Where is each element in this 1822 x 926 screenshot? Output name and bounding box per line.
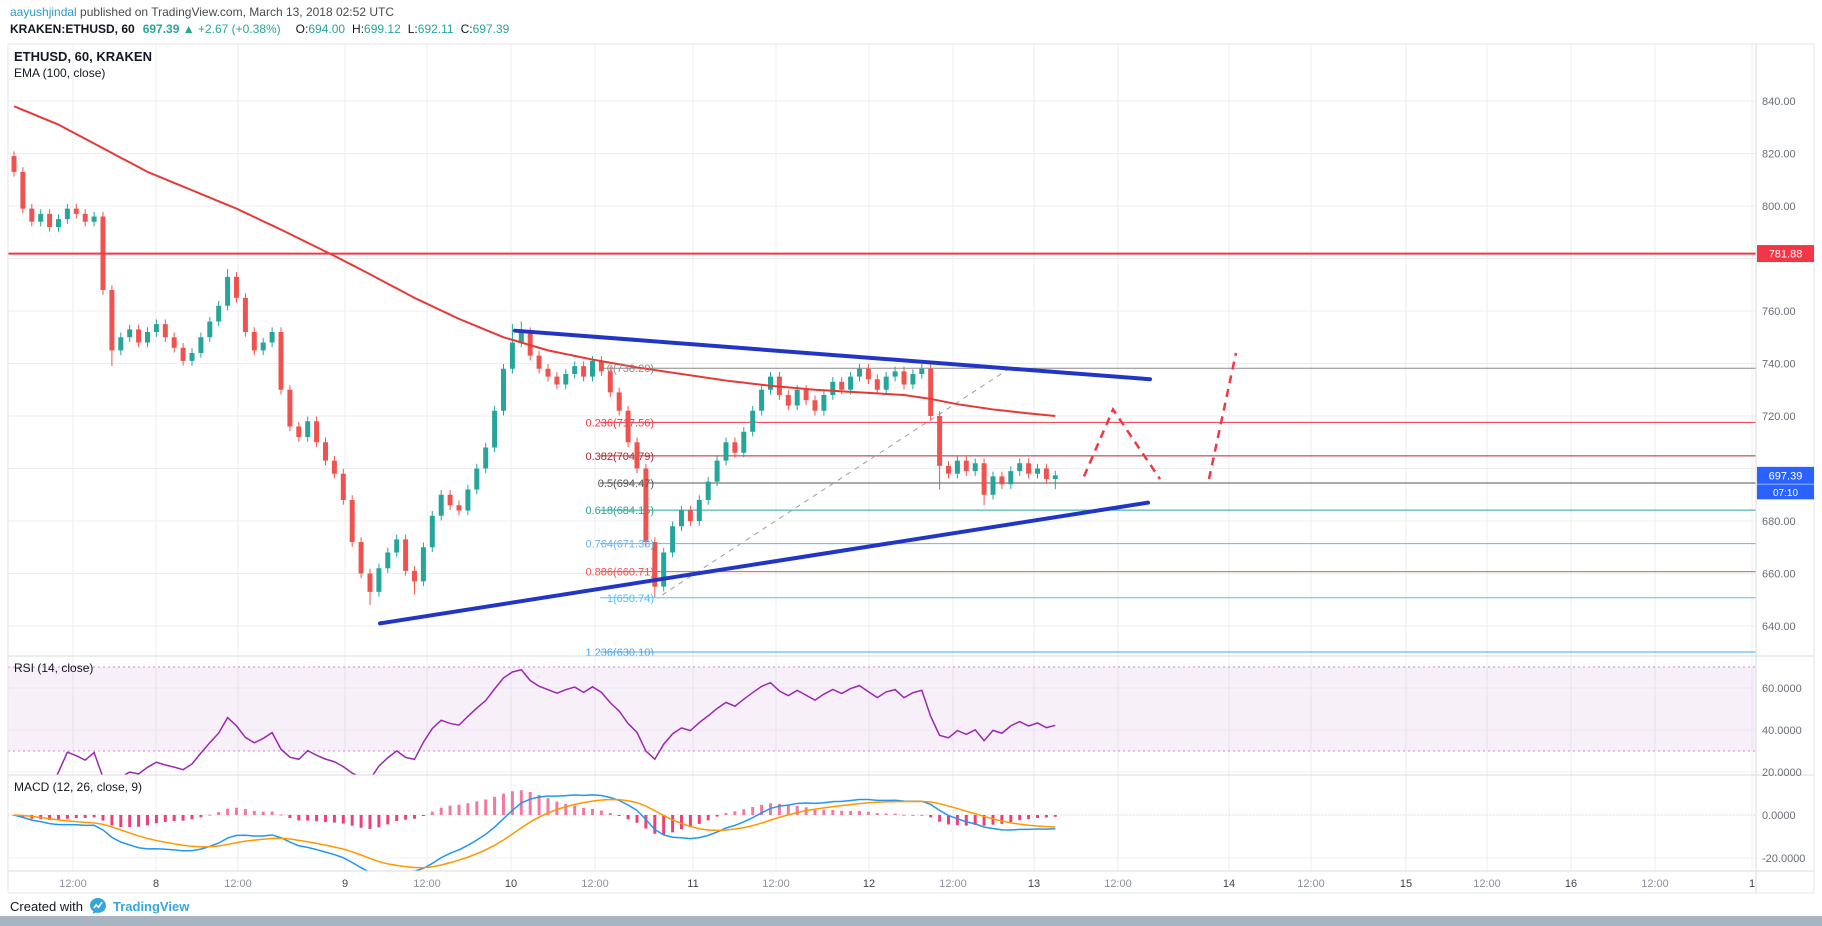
svg-text:720.00: 720.00 bbox=[1762, 411, 1796, 423]
svg-text:12:00: 12:00 bbox=[762, 878, 790, 890]
projection-arrow[interactable] bbox=[1082, 406, 1162, 480]
svg-text:640.00: 640.00 bbox=[1762, 621, 1796, 633]
svg-text:680.00: 680.00 bbox=[1762, 516, 1796, 528]
svg-text:12: 12 bbox=[863, 878, 875, 890]
fib-label: 0.5(694.47) bbox=[598, 478, 654, 490]
macd-legend[interactable]: MACD (12, 26, close, 9) bbox=[14, 780, 143, 794]
fib-label: 0(738.20) bbox=[607, 363, 654, 375]
ohlc-low: L:692.11 bbox=[407, 22, 454, 36]
svg-text:40.0000: 40.0000 bbox=[1762, 725, 1802, 737]
fib-label: 0.618(684.15) bbox=[586, 505, 655, 517]
svg-text:8: 8 bbox=[153, 878, 159, 890]
macd-line bbox=[13, 794, 1056, 871]
symbol-header: KRAKEN:ETHUSD, 60 697.39 ▲ +2.67 (+0.38%)… bbox=[10, 22, 509, 36]
main-chart-legend[interactable]: ETHUSD, 60, KRAKEN EMA (100, close) bbox=[14, 48, 152, 81]
svg-text:1: 1 bbox=[1749, 878, 1755, 890]
svg-text:12:00: 12:00 bbox=[1297, 878, 1325, 890]
svg-text:12:00: 12:00 bbox=[939, 878, 967, 890]
rsi-legend[interactable]: RSI (14, close) bbox=[14, 661, 94, 675]
projection-arrow[interactable] bbox=[1207, 352, 1238, 480]
svg-text:781.88: 781.88 bbox=[1769, 249, 1803, 261]
svg-text:660.00: 660.00 bbox=[1762, 569, 1796, 581]
svg-text:13: 13 bbox=[1028, 878, 1040, 890]
svg-text:12:00: 12:00 bbox=[1641, 878, 1669, 890]
tradingview-logo-icon[interactable] bbox=[89, 897, 107, 915]
fib-label: 0.886(660.71) bbox=[586, 567, 655, 579]
rsi-band bbox=[8, 666, 1756, 752]
credit-bar: Created with TradingView bbox=[10, 897, 189, 915]
published-text: published on TradingView.com, March 13, … bbox=[76, 5, 395, 19]
svg-text:9: 9 bbox=[342, 878, 348, 890]
svg-text:760.00: 760.00 bbox=[1762, 306, 1796, 318]
fib-label: 1.236(630.10) bbox=[586, 647, 655, 659]
macd-histogram bbox=[12, 790, 1057, 835]
svg-text:697.39: 697.39 bbox=[1769, 470, 1803, 482]
svg-text:60.0000: 60.0000 bbox=[1762, 683, 1802, 695]
svg-text:10: 10 bbox=[505, 878, 517, 890]
last-price-badge: 697.39 bbox=[1757, 466, 1814, 484]
fib-label: 1(650.74) bbox=[607, 593, 654, 605]
svg-text:07:10: 07:10 bbox=[1773, 488, 1798, 499]
svg-text:12:00: 12:00 bbox=[581, 878, 609, 890]
publish-byline: aayushjindal published on TradingView.co… bbox=[10, 5, 394, 19]
ohlc-close: C:697.39 bbox=[460, 22, 510, 36]
tradingview-link[interactable]: TradingView bbox=[112, 898, 190, 914]
macd-signal-line bbox=[13, 798, 1056, 869]
ohlc-high: H:699.12 bbox=[352, 22, 401, 36]
svg-text:12:00: 12:00 bbox=[1104, 878, 1132, 890]
rsi-line bbox=[56, 668, 1056, 775]
trendline-support[interactable] bbox=[378, 500, 1150, 626]
symbol-title: KRAKEN:ETHUSD, 60 bbox=[10, 22, 135, 36]
author-link[interactable]: aayushjindal bbox=[10, 5, 77, 19]
svg-text:800.00: 800.00 bbox=[1762, 201, 1796, 213]
svg-text:11: 11 bbox=[687, 878, 698, 890]
svg-text:20.0000: 20.0000 bbox=[1762, 767, 1802, 779]
bottom-strip bbox=[0, 916, 1822, 926]
grid bbox=[8, 44, 1756, 871]
fib-retracement[interactable] bbox=[600, 367, 1756, 653]
svg-text:12:00: 12:00 bbox=[1473, 878, 1501, 890]
svg-text:15: 15 bbox=[1400, 878, 1412, 890]
svg-text:14: 14 bbox=[1223, 878, 1235, 890]
svg-text:740.00: 740.00 bbox=[1762, 359, 1796, 371]
main-legend-title: ETHUSD, 60, KRAKEN bbox=[14, 49, 152, 64]
ohlc-open: O:694.00 bbox=[295, 22, 346, 36]
svg-text:840.00: 840.00 bbox=[1762, 96, 1796, 108]
svg-text:12:00: 12:00 bbox=[59, 878, 87, 890]
trendline-resistance[interactable] bbox=[513, 328, 1152, 382]
countdown-badge: 07:10 bbox=[1757, 484, 1814, 500]
fib-label: 0.382(704.79) bbox=[586, 451, 655, 463]
ema-legend: EMA (100, close) bbox=[14, 66, 106, 80]
svg-text:0.0000: 0.0000 bbox=[1762, 810, 1796, 822]
svg-text:12:00: 12:00 bbox=[413, 878, 441, 890]
time-axis[interactable]: 12:00 8 12:00 9 12:00 10 12:00 11 12:00 12 12:00 13… bbox=[59, 878, 1755, 890]
hline-price-badge: 781.88 bbox=[1757, 245, 1814, 263]
candles-layer bbox=[11, 151, 1058, 605]
svg-text:-20.0000: -20.0000 bbox=[1762, 853, 1805, 865]
svg-text:12:00: 12:00 bbox=[224, 878, 252, 890]
fib-label: 0.764(671.38) bbox=[586, 539, 655, 551]
svg-text:16: 16 bbox=[1565, 878, 1577, 890]
price-axis[interactable]: 840.00 820.00 800.00 760.00 740.00 720.00 680.… bbox=[1757, 96, 1814, 865]
svg-text:820.00: 820.00 bbox=[1762, 149, 1796, 161]
fib-label: 0.236(717.56) bbox=[586, 417, 655, 429]
header-price-change: ▲ +2.67 (+0.38%) bbox=[182, 22, 281, 36]
header-last-price: 697.39 bbox=[142, 22, 180, 36]
ema-line bbox=[13, 105, 1056, 417]
credit-text: Created with bbox=[10, 898, 83, 914]
